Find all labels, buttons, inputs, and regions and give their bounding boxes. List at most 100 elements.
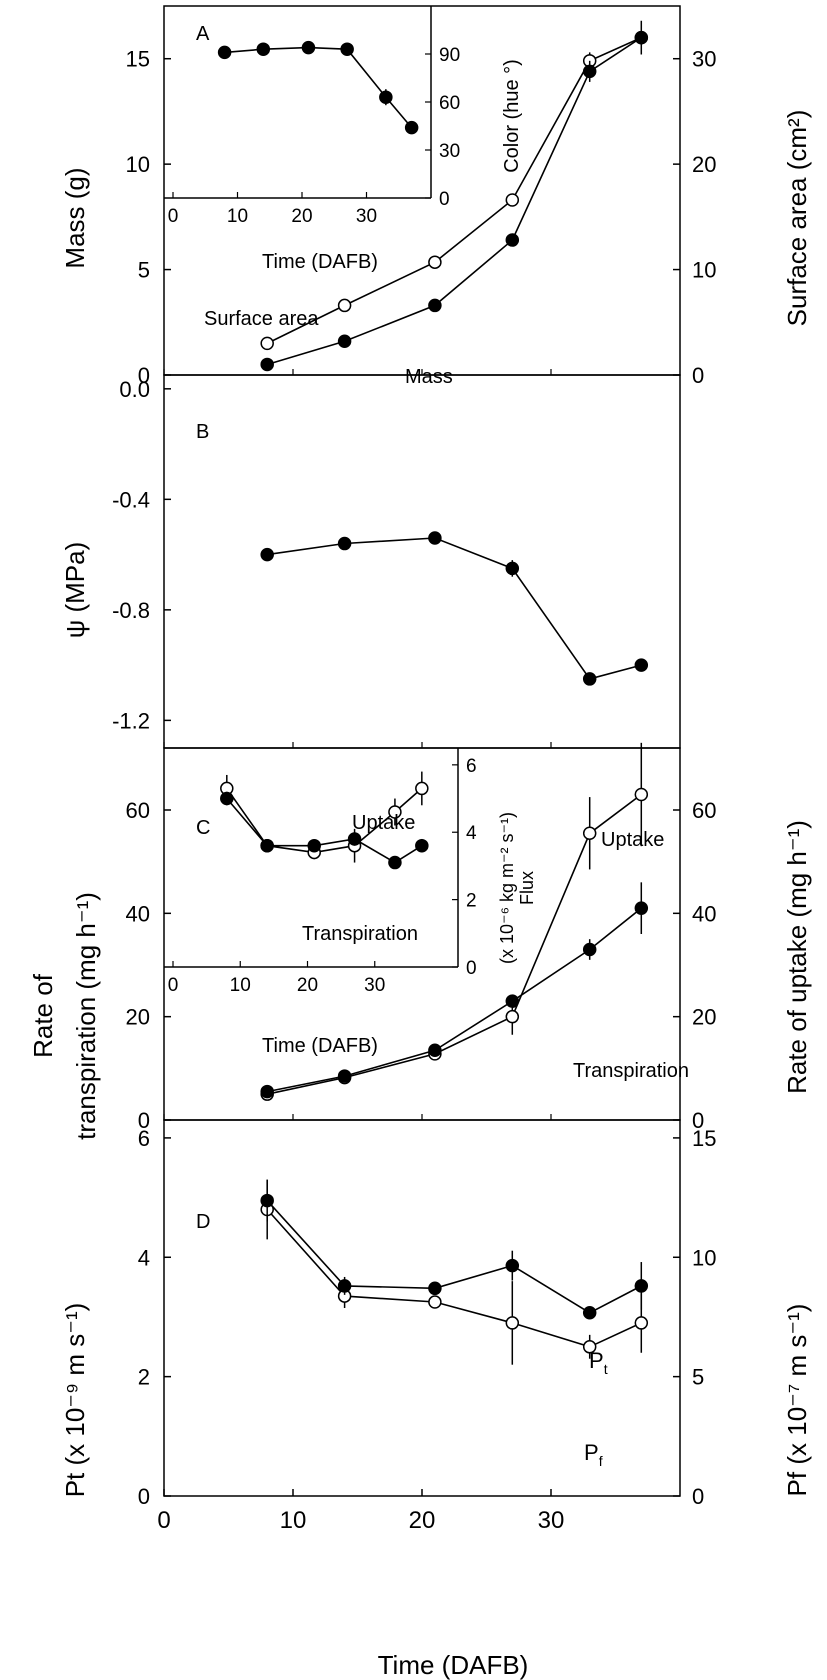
uptake-line <box>267 793 642 1095</box>
inset-a-color-point <box>379 90 393 104</box>
water-potential-point <box>582 672 597 686</box>
pf-point <box>634 1316 649 1330</box>
surface-area-point <box>428 255 442 269</box>
transpiration-point <box>428 1043 442 1057</box>
mass-point <box>634 30 649 45</box>
transpiration-point <box>582 942 597 957</box>
panel-a-left-tick-label: 5 <box>138 258 150 283</box>
pf-point <box>505 1316 520 1330</box>
panel-c-left-tick-label: 40 <box>126 901 150 926</box>
ylabel-surface-area: Surface area (cm²) <box>782 110 812 327</box>
ylabel-uptake: Rate of uptake (mg h⁻¹) <box>782 820 812 1094</box>
inset-a-xlabel: Time (DAFB) <box>262 251 378 273</box>
panel-d-x-tick-label: 0 <box>157 1507 170 1534</box>
water-potential-point <box>505 561 520 576</box>
transpiration-point <box>260 1084 274 1099</box>
panel-a-right-tick-label: 20 <box>692 152 716 177</box>
inset-c-transpiration-point <box>220 791 234 806</box>
panel-a-left-tick-label: 10 <box>126 152 150 177</box>
inset-a-color-point <box>301 40 316 55</box>
inset-c-x-tick-label: 30 <box>364 975 385 996</box>
panel-c-right-tick-label: 0 <box>692 1108 704 1133</box>
panel-a-right-tick-label: 0 <box>692 363 704 388</box>
panel-frames <box>163 5 681 1497</box>
pf-line <box>266 1208 642 1348</box>
annot-mass: Mass <box>405 366 453 388</box>
mass-point <box>260 357 274 372</box>
inset-c-ylabel-units: (x 10⁻⁶ kg m⁻² s⁻¹) <box>497 812 517 964</box>
panel-d-left-tick-label: 6 <box>138 1126 150 1151</box>
uptake-point <box>505 1009 520 1024</box>
inset-c-transpiration-point <box>260 838 274 853</box>
ylabel-rate-line2: transpiration (mg h⁻¹) <box>71 892 101 1140</box>
annot-pf: Pf <box>584 1440 603 1469</box>
pf-point <box>582 1340 597 1354</box>
ylabel-mass: Mass (g) <box>60 167 90 268</box>
panel-d-frame <box>163 1119 681 1497</box>
mass-point <box>337 334 352 349</box>
panel-b-label: B <box>196 421 209 443</box>
transpiration-point <box>505 994 520 1008</box>
mass-point <box>505 233 520 247</box>
uptake-point <box>582 826 597 840</box>
mass-point <box>582 64 597 79</box>
chart-labels: A Surface area Mass Mass (g) Surface are… <box>28 23 812 1680</box>
inset-c-annot-transpiration: Transpiration <box>302 923 418 945</box>
ylabel-pt: Pt (x 10⁻⁹ m s⁻¹) <box>60 1303 90 1498</box>
surface-area-line <box>266 36 642 345</box>
panel-d-right-tick-label: 5 <box>692 1365 704 1390</box>
mass-line <box>266 36 642 366</box>
panel-c-right-tick-label: 20 <box>692 1005 716 1030</box>
surface-area-point <box>337 298 352 313</box>
annot-pt: Pt <box>589 1348 608 1377</box>
mass-point <box>428 298 442 313</box>
inset-c-transpiration-point <box>415 838 429 853</box>
inset-c-x-tick-label: 10 <box>230 975 251 996</box>
panel-d-right-tick-label: 0 <box>692 1484 704 1509</box>
inset-c-xlabel: Time (DAFB) <box>262 1035 378 1057</box>
panel-d-label: D <box>196 1211 210 1233</box>
inset-a-y-tick-label: 0 <box>439 189 450 210</box>
transpiration-point <box>337 1069 352 1083</box>
inset-c-x-tick-label: 0 <box>168 975 179 996</box>
panel-c-left-tick-label: 60 <box>126 798 150 823</box>
annot-transpiration: Transpiration <box>573 1060 689 1082</box>
panel-b-left-tick-label: -0.8 <box>112 598 150 623</box>
surface-area-point <box>505 193 520 207</box>
inset-a-x-tick-label: 0 <box>168 206 179 227</box>
inset-c-ylabel-flux: Flux <box>517 871 537 905</box>
water-potential-line <box>267 537 642 680</box>
panel-c-right-tick-label: 40 <box>692 901 716 926</box>
panel-b-left-tick-label: 0.0 <box>119 377 150 402</box>
annot-uptake: Uptake <box>601 829 664 851</box>
inset-c-y-tick-label: 0 <box>466 958 477 979</box>
panel-d-right-tick-label: 15 <box>692 1126 716 1151</box>
inset-c-y-tick-label: 6 <box>466 756 477 777</box>
inset-a-color-point <box>340 42 354 56</box>
panel-b-frame <box>163 374 681 749</box>
inset-a-color-point <box>256 42 271 56</box>
panel-d-left-tick-label: 4 <box>138 1245 150 1270</box>
panel-c-left-tick-label: 0 <box>138 1108 150 1133</box>
xlabel-time: Time (DAFB) <box>378 1650 529 1680</box>
inset-a-x-tick-label: 30 <box>356 206 377 227</box>
inset-a-y-tick-label: 60 <box>439 93 460 114</box>
panel-b-left-tick-label: -0.4 <box>112 487 150 512</box>
panel-c-right-tick-label: 60 <box>692 798 716 823</box>
inset-a-x-tick-label: 20 <box>291 206 312 227</box>
panel-a-left-tick-label: 0 <box>138 363 150 388</box>
transpiration-line <box>267 907 642 1093</box>
inset-c-transpiration-point <box>307 838 321 853</box>
uptake-point <box>634 787 649 802</box>
water-potential-point <box>260 547 274 562</box>
inset-a-y-tick-label: 30 <box>439 141 460 162</box>
panel-a-right-tick-label: 30 <box>692 47 716 72</box>
transpiration-point <box>634 901 649 915</box>
panel-a-label: A <box>196 23 210 45</box>
panel-d-x-tick-label: 10 <box>280 1507 307 1534</box>
panel-d-right-tick-label: 10 <box>692 1245 716 1270</box>
pt-point <box>260 1193 274 1208</box>
inset-a-color-point <box>404 120 419 135</box>
inset-c-uptake-point <box>415 781 429 796</box>
